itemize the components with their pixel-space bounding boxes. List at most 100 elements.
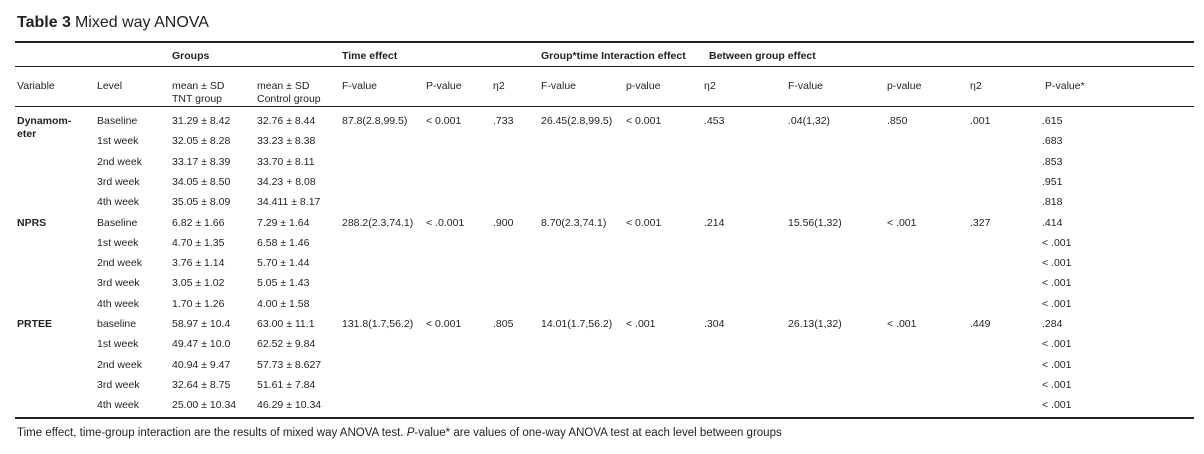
col-header-time-eta: η2 [493,80,505,92]
col-header-time-f: F-value [342,80,378,92]
bottom-rule [15,417,1194,419]
row-tnt-mean-sd: 1.70 ± 1.26 [172,297,225,310]
stat-btw-f: .04(1,32) [788,115,831,127]
subheader-rule [15,66,1194,67]
stat-int-eta: .214 [704,216,725,229]
row-level: 2nd week [97,257,142,270]
row-level: 2nd week [97,358,142,371]
table-caption: Mixed way ANOVA [74,14,209,31]
row-tnt-mean-sd: 40.94 ± 9.47 [172,358,231,371]
row-control-mean-sd: 4.00 ± 1.58 [257,297,310,310]
header-interaction-effect: Group*time Interaction effect [541,50,686,62]
row-control-mean-sd: 63.00 ± 11.1 [257,318,315,330]
row-control-mean-sd: 5.70 ± 1.44 [257,257,310,270]
row-level: baseline [97,318,137,330]
row-level: 3rd week [97,175,140,188]
stat-int-p: < .001 [626,318,656,330]
stat-btw-p: < .001 [887,216,917,229]
row-level: 1st week [97,135,139,148]
row-control-mean-sd: 32.76 ± 8.44 [257,115,316,127]
footnote-part1: Time effect, time-group interaction are … [17,427,407,439]
col-header-int-p: p-value [626,80,661,92]
row-tnt-mean-sd: 32.05 ± 8.28 [172,135,231,148]
col-header-btw-p: p-value [887,80,922,92]
row-control-mean-sd: 57.73 ± 8.627 [257,358,322,371]
table-title: Table 3 Mixed way ANOVA [17,14,209,32]
col-header-p-star: P-value* [1045,80,1085,92]
row-control-mean-sd: 51.61 ± 7.84 [257,378,316,391]
stat-time-p: < 0.001 [426,115,462,127]
stat-int-f: 8.70(2.3,74.1) [541,216,607,229]
row-control-mean-sd: 62.52 ± 9.84 [257,338,316,351]
stat-time-f: 131.8(1.7,56.2) [342,318,414,330]
col-header-control: mean ± SD Control group [257,80,321,106]
row-control-mean-sd: 34.23 + 8.08 [257,175,316,188]
header-groups: Groups [172,50,210,62]
stat-time-f: 288.2(2.3,74.1) [342,216,414,229]
col-header-int-f: F-value [541,80,577,92]
row-level: 4th week [97,196,140,209]
row-control-mean-sd: 5.05 ± 1.43 [257,277,310,290]
row-control-mean-sd: 7.29 ± 1.64 [257,216,310,229]
row-tnt-mean-sd: 3.76 ± 1.14 [172,257,225,270]
row-level: 4th week [97,297,140,310]
table-footnote: Time effect, time-group interaction are … [17,427,782,439]
stat-int-f: 26.45(2.8,99.5) [541,115,613,127]
row-tnt-mean-sd: 6.82 ± 1.66 [172,216,225,229]
row-p-value: < .001 [1042,358,1072,371]
row-p-value: .951 [1042,175,1063,188]
row-level: Baseline [97,115,138,127]
row-level: 2nd week [97,155,142,168]
stat-btw-f: 15.56(1,32) [788,216,842,229]
col-header-tnt-line1: mean ± SD [172,80,225,92]
row-control-mean-sd: 33.70 ± 8.11 [257,155,315,168]
col-header-level: Level [97,80,123,92]
row-tnt-mean-sd: 49.47 ± 10.0 [172,338,231,351]
row-p-value: .818 [1042,196,1063,209]
stat-time-eta: .900 [493,216,514,229]
row-p-value: .853 [1042,155,1063,168]
row-level: Baseline [97,216,138,229]
row-p-value: < .001 [1042,399,1072,412]
row-tnt-mean-sd: 25.00 ± 10.34 [172,399,237,412]
row-level: 1st week [97,236,139,249]
footnote-italic: P [406,427,415,439]
row-level: 3rd week [97,378,140,391]
col-header-int-eta: η2 [704,80,716,92]
col-header-tnt: mean ± SD TNT group [172,80,224,106]
header-rule [15,106,1194,107]
row-control-mean-sd: 34.411 ± 8.17 [257,196,321,209]
col-header-control-line2: Control group [257,93,321,105]
stat-int-eta: .453 [704,115,725,127]
col-header-btw-eta: η2 [970,80,982,92]
row-control-mean-sd: 6.58 ± 1.46 [257,236,310,249]
stat-btw-eta: .449 [970,318,991,330]
row-p-value: < .001 [1042,297,1072,310]
col-header-btw-f: F-value [788,80,824,92]
col-header-time-p: P-value [426,80,462,92]
table-label: Table 3 [17,14,71,31]
row-control-mean-sd: 46.29 ± 10.34 [257,399,322,412]
footnote-part2: -value* are values of one-way ANOVA test… [414,427,782,439]
col-header-control-line1: mean ± SD [257,80,310,92]
stat-int-p: < 0.001 [626,115,662,127]
col-header-tnt-line2: TNT group [172,93,222,105]
row-tnt-mean-sd: 4.70 ± 1.35 [172,236,225,249]
top-rule [15,41,1194,43]
stat-btw-eta: .001 [970,115,991,127]
row-level: 1st week [97,338,139,351]
stat-time-eta: .733 [493,115,514,127]
row-p-value: < .001 [1042,257,1072,270]
row-control-mean-sd: 33.23 ± 8.38 [257,135,316,148]
stat-btw-f: 26.13(1,32) [788,318,842,330]
header-time-effect: Time effect [342,50,398,62]
row-p-value: < .001 [1042,338,1072,351]
header-between-group-effect: Between group effect [709,50,816,62]
row-level: 4th week [97,399,140,412]
row-p-value: .284 [1042,318,1063,330]
variable-label: NPRS [17,216,47,229]
row-p-value: .615 [1042,115,1063,127]
row-p-value: .683 [1042,135,1063,148]
variable-label: eter [17,128,37,140]
row-level: 3rd week [97,277,140,290]
